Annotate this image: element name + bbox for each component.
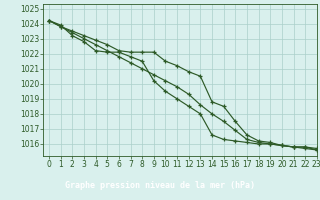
Text: Graphe pression niveau de la mer (hPa): Graphe pression niveau de la mer (hPa) [65,181,255,190]
